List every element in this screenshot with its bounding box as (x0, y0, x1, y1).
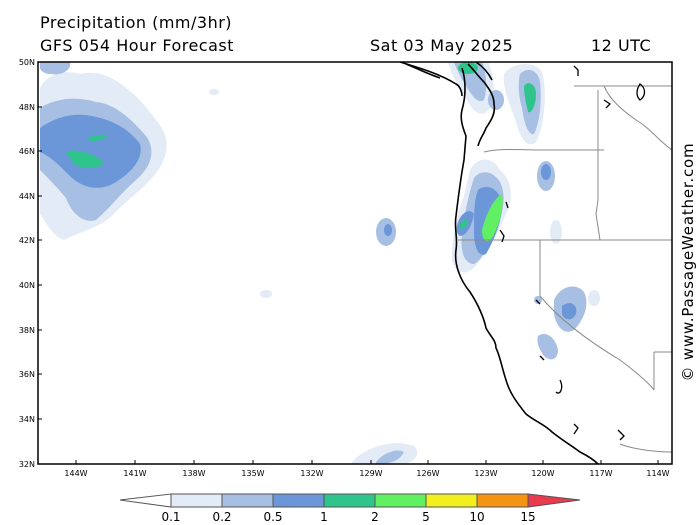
lon-label: 123W (474, 469, 497, 478)
legend-swatch (272, 493, 325, 508)
lon-label: 138W (182, 469, 205, 478)
legend-label: 15 (520, 510, 535, 524)
map-title: Precipitation (mm/3hr) (40, 13, 233, 32)
legend-label: 10 (469, 510, 484, 524)
legend-swatch (527, 493, 581, 508)
lon-label: 114W (646, 469, 669, 478)
lat-label: 42N (19, 236, 35, 245)
state-borders (458, 85, 673, 453)
lat-label: 38N (19, 326, 35, 335)
lat-label: 50N (19, 58, 35, 67)
site-credit: © www.PassageWeather.com (679, 142, 697, 382)
lon-label: 117W (589, 469, 612, 478)
lon-label: 126W (416, 469, 439, 478)
lon-labels: 144W 141W 138W 135W 132W 129W 126W 123W … (64, 469, 669, 478)
lon-label: 129W (359, 469, 382, 478)
legend-swatch (476, 493, 529, 508)
lat-label: 34N (19, 415, 35, 424)
lat-labels: 50N 48N 46N 44N 42N 40N 38N 36N 34N 32N (19, 58, 35, 469)
legend-label: 0.2 (212, 510, 231, 524)
legend-swatch (170, 493, 223, 508)
lon-label: 141W (123, 469, 146, 478)
lon-ticks (75, 460, 659, 464)
legend-label: 0.1 (161, 510, 180, 524)
lat-label: 44N (19, 192, 35, 201)
legend-swatch (221, 493, 274, 508)
lat-label: 48N (19, 103, 35, 112)
color-legend: 0.1 0.2 0.5 1 2 5 10 15 (119, 493, 581, 524)
legend-label: 1 (320, 510, 328, 524)
forecast-hour: GFS 054 Hour Forecast (40, 36, 235, 55)
legend-label: 5 (422, 510, 430, 524)
lat-label: 36N (19, 370, 35, 379)
legend-swatch (119, 493, 172, 508)
forecast-time: 12 UTC (591, 36, 652, 55)
lat-label: 40N (19, 281, 35, 290)
legend-label: 2 (371, 510, 379, 524)
lat-ticks (38, 106, 42, 420)
forecast-date: Sat 03 May 2025 (370, 36, 514, 55)
map-frame (37, 61, 673, 465)
lon-label: 144W (64, 469, 87, 478)
legend-swatch (374, 493, 427, 508)
lon-label: 120W (531, 469, 554, 478)
coastline (399, 61, 599, 465)
lat-label: 32N (19, 460, 35, 469)
legend-swatch (323, 493, 376, 508)
lon-label: 132W (300, 469, 323, 478)
legend-label: 0.5 (263, 510, 282, 524)
precip-field (40, 62, 600, 464)
legend-swatch (425, 493, 478, 508)
lakes (499, 65, 646, 441)
lat-label: 46N (19, 147, 35, 156)
lon-label: 135W (241, 469, 264, 478)
